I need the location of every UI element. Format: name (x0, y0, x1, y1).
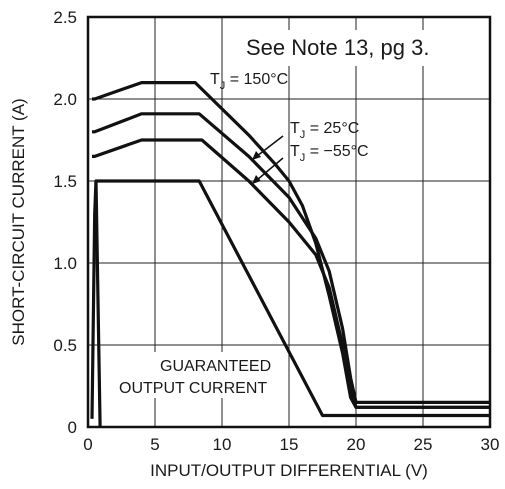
note-text: See Note 13, pg 3. (246, 35, 429, 60)
guaranteed-label-line-1: GUARANTEED (160, 358, 271, 375)
y-axis-title: SHORT-CIRCUIT CURRENT (A) (9, 98, 28, 345)
arrow-head-tj-25 (252, 151, 261, 160)
y-tick-label: 2.5 (53, 8, 77, 27)
annotation-tj-minus-55: TJ = −55°C (290, 143, 369, 164)
series-line-1 (92, 112, 490, 404)
series-lines (90, 80, 490, 428)
x-axis-title: INPUT/OUTPUT DIFFERENTIAL (V) (150, 461, 428, 480)
y-tick-label: 1.5 (53, 172, 77, 191)
note-box-background (238, 30, 480, 66)
series-line-4 (94, 180, 102, 428)
arrow-tj-minus-55 (256, 157, 284, 181)
guaranteed-label-line-2: OUTPUT CURRENT (119, 380, 267, 397)
annotation-tj-25: TJ = 25°C (290, 120, 359, 141)
x-tick-label: 30 (481, 435, 500, 454)
x-tick-label: 5 (150, 435, 159, 454)
tick-labels: 0 5 10 15 20 25 30 0 0.5 1.0 1.5 2.0 2.5 (53, 8, 499, 454)
arrow-tj-25 (256, 135, 284, 157)
y-tick-label: 0.5 (53, 336, 77, 355)
y-tick-label: 0 (68, 418, 77, 437)
annotation-tj-150: TJ = 150°C (210, 71, 288, 92)
series-line-3 (90, 179, 490, 419)
x-tick-label: 25 (414, 435, 433, 454)
x-tick-label: 20 (347, 435, 366, 454)
plot-frame (86, 15, 492, 429)
x-tick-label: 0 (83, 435, 92, 454)
y-tick-label: 2.0 (53, 90, 77, 109)
guaranteed-label-background (115, 352, 285, 398)
x-tick-label: 10 (213, 435, 232, 454)
y-tick-label: 1.0 (53, 254, 77, 273)
arrow-head-tj-minus-55 (252, 175, 261, 184)
x-tick-label: 15 (280, 435, 299, 454)
series-line-2 (92, 138, 490, 409)
series-line-0 (92, 80, 490, 409)
